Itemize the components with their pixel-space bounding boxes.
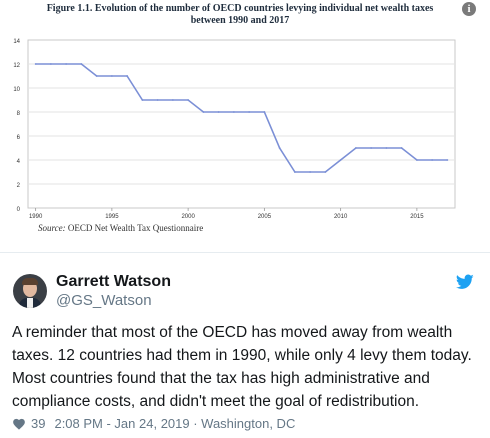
x-tick-label-2: 2000 [181,214,195,220]
data-point-2017 [446,159,449,161]
x-tick-label-3: 2005 [258,214,272,220]
data-point-1993 [80,63,83,65]
data-point-1995 [110,75,113,77]
y-tick-label-2: 4 [17,159,21,165]
heart-icon[interactable] [12,417,26,431]
data-point-2010 [339,159,342,161]
data-point-2003 [232,111,235,113]
figure-title-line2: between 1990 and 2017 [190,15,290,26]
data-point-2014 [400,147,403,149]
figure-title-line1: Figure 1.1. Evolution of the number of O… [46,3,434,14]
data-point-1991 [49,63,52,65]
data-point-2012 [370,147,373,149]
data-point-2002 [217,111,220,113]
series-line [35,63,448,173]
data-point-2004 [248,111,251,113]
x-tick-label-1: 1995 [105,214,119,220]
y-tick-label-5: 10 [13,87,20,93]
data-point-1997 [141,99,144,101]
data-point-1996 [126,75,129,77]
plot-area [27,39,456,209]
data-point-2013 [385,147,388,149]
author-name[interactable]: Garrett Watson [56,273,171,290]
data-point-2011 [354,147,357,149]
tweet-timestamp[interactable]: 2:08 PM - Jan 24, 2019 · Washington, DC [54,416,296,431]
data-point-2005 [263,111,266,113]
avatar[interactable] [13,274,47,308]
data-point-2000 [187,99,190,101]
data-point-2016 [431,159,434,161]
figure-title: Figure 1.1. Evolution of the number of O… [20,3,460,27]
figure-source: Source: OECD Net Wealth Tax Questionnair… [38,223,203,233]
line-chart: 0 2 4 6 8 10 12 14 1990 1995 2000 2005 2010 2015 [13,39,456,220]
tweet-card[interactable]: Garrett Watson @GS_Watson A reminder tha… [0,252,490,438]
y-tick-label-3: 6 [17,135,21,141]
data-point-2015 [415,159,418,161]
data-point-2007 [293,171,296,173]
x-tick-label-5: 2015 [410,214,424,220]
data-point-2009 [324,171,327,173]
data-point-2001 [202,111,205,113]
data-point-1998 [156,99,159,101]
data-point-2008 [309,171,312,173]
data-point-1999 [171,99,174,101]
info-icon[interactable]: i [462,2,476,16]
x-tick-label-4: 2010 [334,214,348,220]
x-tick-label-0: 1990 [29,214,43,220]
y-tick-label-4: 8 [17,111,21,117]
y-tick-label-7: 14 [13,39,20,45]
twitter-bird-icon[interactable] [456,274,474,290]
data-point-1994 [95,75,98,77]
tweet-meta: 39 2:08 PM - Jan 24, 2019 · Washington, … [12,416,295,431]
data-point-2006 [278,147,281,149]
data-point-1990 [34,63,37,65]
chart-card: Figure 1.1. Evolution of the number of O… [13,2,476,233]
y-tick-label-6: 12 [13,63,20,69]
y-tick-label-1: 2 [17,183,21,189]
source-text: OECD Net Wealth Tax Questionnaire [65,223,204,233]
source-label: Source: [38,223,66,233]
y-tick-label-0: 0 [17,207,21,213]
like-count[interactable]: 39 [31,416,46,431]
data-point-1992 [65,63,68,65]
tweet-text: A reminder that most of the OECD has mov… [12,324,472,410]
author-handle[interactable]: @GS_Watson [56,292,152,309]
